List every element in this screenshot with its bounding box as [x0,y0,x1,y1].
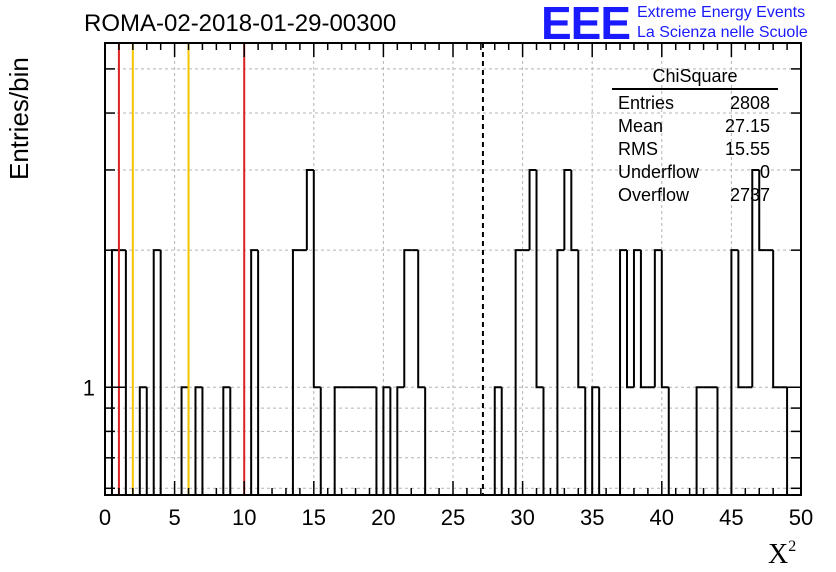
x-tick-label: 20 [371,505,395,530]
stats-value: 0 [759,162,770,182]
histogram-bin [187,387,196,496]
histogram-bin [660,250,669,389]
y-axis-label: Entries/bin [4,57,34,180]
stats-row: Mean 27.15 [612,115,778,138]
histogram-bin [180,386,189,495]
histogram-bin [528,168,537,251]
histogram-bin [653,249,662,388]
histogram-bin [382,386,391,495]
histogram-bin [542,387,551,496]
histogram-bin [500,387,509,496]
histogram-bin [535,169,544,389]
stats-label: Underflow [618,162,700,182]
histogram-bin [758,169,767,252]
histogram-bin [333,386,342,495]
histogram-bin [577,250,586,389]
histogram-bin [786,387,795,496]
histogram-bin [222,386,231,495]
x-tick-label: 50 [789,505,813,530]
histogram-bin [493,386,502,495]
logo-line-1: Extreme Energy Events [637,4,806,21]
histogram-bin [152,249,161,495]
histogram-bin [375,387,384,496]
histogram-bin [667,387,676,496]
histogram-bin [305,168,314,251]
x-tick-label: 35 [580,505,604,530]
x-tick-label: 30 [510,505,534,530]
histogram-bin [145,387,154,496]
histogram-bin [563,168,572,251]
chart-title: ROMA-02-2018-01-29-00300 [84,10,397,37]
histogram-bin [619,249,627,495]
x-tick-label: 5 [168,505,180,530]
stats-row: Overflow 2737 [612,184,778,207]
x-tick-label: 40 [650,505,674,530]
histogram-bin [695,386,704,495]
histogram-bin [417,250,426,389]
y-tick-label: 1 [83,375,95,400]
stats-label: Mean [618,116,664,136]
histogram-bin [138,386,147,495]
histogram-bin [730,249,739,495]
reference-lines [117,43,484,495]
histogram-bin [514,249,523,495]
eee-logo-mark: EEE [541,0,631,49]
stats-value: 2808 [729,93,770,113]
histogram-bin [751,168,760,388]
histogram-bin [250,249,259,495]
stats-box: ChiSquare Entries 2808 Mean 27.15 RMS 15… [612,66,778,207]
x-axis-label: X2 [768,538,797,570]
stats-value: 2737 [729,185,770,205]
histogram-bin [201,387,210,496]
stats-row: Underflow 0 [612,161,778,184]
histogram-bin [584,387,593,496]
axis-ticks [104,43,802,495]
histogram-bin [772,250,781,389]
histogram-bin [389,387,398,496]
histogram-bin [591,386,600,495]
histogram-bin [716,387,725,496]
histogram-bin [556,249,565,495]
histogram-bin [396,386,405,495]
stats-value: 27.15 [724,116,770,136]
histogram-bin [403,249,412,388]
x-tick-label: 15 [302,505,326,530]
stats-label: Overflow [618,185,690,205]
histogram-bin [291,249,300,495]
histogram-bin [319,387,328,496]
histogram-bin [312,169,321,389]
x-tick-label: 0 [99,505,111,530]
histogram-bin [737,250,746,389]
stats-label: RMS [618,139,658,159]
x-tick-label: 10 [232,505,256,530]
histogram-bin [626,250,634,389]
logo-line-2: La Scienza nelle Scuole [637,24,808,41]
histogram-bin [194,386,203,495]
stats-title: ChiSquare [612,66,778,90]
grid [105,43,801,495]
x-tick-label: 45 [719,505,743,530]
stats-label: Entries [618,93,675,113]
tick-labels: 0 5 10 15 20 25 30 35 40 45 50 1 [83,375,813,530]
histogram-bin [229,387,238,496]
x-tick-label: 25 [441,505,465,530]
stats-row: Entries 2808 [612,92,778,115]
histogram-bin [424,387,433,496]
histogram-bin [632,249,641,388]
histogram-bin [598,387,607,496]
histogram-bin [570,169,579,252]
stats-value: 15.55 [724,139,770,159]
histogram-bin [639,250,648,389]
stats-row: RMS 15.55 [612,138,778,161]
